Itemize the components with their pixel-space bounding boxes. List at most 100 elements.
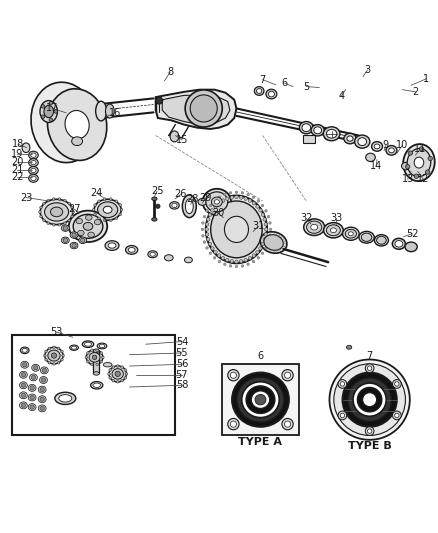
Text: 10: 10 [396, 140, 409, 150]
Ellipse shape [86, 350, 103, 365]
Ellipse shape [246, 386, 275, 414]
Ellipse shape [48, 350, 60, 361]
Circle shape [96, 363, 99, 366]
Circle shape [100, 360, 102, 363]
Ellipse shape [264, 235, 283, 251]
Circle shape [72, 211, 74, 213]
Text: 14: 14 [370, 161, 382, 171]
Circle shape [235, 260, 238, 263]
Circle shape [209, 252, 212, 255]
Circle shape [285, 421, 290, 427]
Circle shape [112, 366, 115, 368]
Ellipse shape [389, 148, 394, 153]
Ellipse shape [358, 138, 367, 146]
Circle shape [40, 397, 44, 401]
Ellipse shape [374, 144, 380, 149]
Ellipse shape [304, 219, 325, 236]
Ellipse shape [28, 166, 38, 174]
Circle shape [230, 372, 237, 378]
Ellipse shape [72, 137, 82, 146]
Circle shape [228, 369, 239, 381]
Circle shape [267, 215, 270, 218]
Ellipse shape [374, 235, 389, 246]
Circle shape [71, 215, 74, 217]
Ellipse shape [407, 148, 431, 177]
Text: 6: 6 [282, 78, 288, 88]
Ellipse shape [361, 233, 372, 241]
Text: TYPE B: TYPE B [348, 440, 392, 450]
Ellipse shape [40, 101, 57, 123]
Circle shape [109, 376, 111, 379]
Text: 7: 7 [260, 75, 266, 85]
Circle shape [213, 200, 216, 202]
Text: 54: 54 [176, 337, 188, 346]
Circle shape [98, 217, 100, 220]
Ellipse shape [69, 211, 107, 242]
Ellipse shape [185, 199, 193, 214]
Circle shape [235, 191, 238, 193]
Ellipse shape [38, 405, 46, 412]
Circle shape [348, 378, 392, 422]
Ellipse shape [349, 232, 353, 236]
Circle shape [100, 352, 102, 354]
Ellipse shape [45, 203, 69, 221]
Circle shape [256, 251, 259, 254]
Text: 56: 56 [176, 359, 188, 369]
Circle shape [109, 369, 111, 372]
Ellipse shape [94, 199, 121, 220]
Ellipse shape [31, 160, 36, 165]
Ellipse shape [71, 346, 77, 349]
Ellipse shape [88, 232, 94, 237]
Text: 13: 13 [402, 174, 414, 184]
Ellipse shape [19, 382, 27, 389]
Ellipse shape [45, 348, 63, 364]
Circle shape [265, 209, 267, 212]
Text: 9: 9 [383, 140, 389, 150]
Circle shape [47, 222, 49, 224]
Circle shape [72, 233, 76, 237]
Circle shape [214, 205, 217, 208]
Ellipse shape [164, 255, 173, 261]
Circle shape [367, 366, 372, 370]
Circle shape [343, 373, 397, 427]
Text: 6: 6 [258, 351, 264, 361]
Ellipse shape [39, 376, 47, 384]
Text: 29: 29 [200, 192, 212, 203]
Ellipse shape [148, 251, 157, 258]
Ellipse shape [50, 207, 63, 217]
Circle shape [115, 372, 120, 376]
Ellipse shape [61, 237, 69, 244]
Text: 52: 52 [406, 229, 418, 239]
Circle shape [22, 362, 27, 367]
Ellipse shape [326, 225, 340, 236]
Circle shape [414, 174, 419, 179]
Circle shape [124, 376, 127, 379]
Circle shape [68, 219, 71, 222]
Ellipse shape [70, 243, 78, 249]
Ellipse shape [302, 124, 311, 132]
Circle shape [218, 196, 221, 199]
Text: 22: 22 [11, 173, 24, 182]
Ellipse shape [311, 224, 318, 230]
Ellipse shape [55, 392, 76, 405]
Circle shape [217, 254, 221, 257]
Text: 15: 15 [176, 135, 188, 145]
Circle shape [41, 104, 45, 108]
Ellipse shape [83, 222, 93, 230]
Circle shape [235, 265, 238, 268]
Circle shape [206, 217, 210, 221]
Circle shape [119, 204, 122, 206]
Circle shape [363, 393, 377, 407]
Ellipse shape [95, 101, 106, 121]
Ellipse shape [85, 342, 92, 346]
Circle shape [241, 191, 244, 194]
Circle shape [282, 369, 293, 381]
Circle shape [60, 358, 63, 361]
Circle shape [103, 219, 106, 222]
Ellipse shape [405, 242, 417, 252]
Text: 26: 26 [174, 189, 187, 199]
Circle shape [256, 205, 259, 208]
Circle shape [269, 228, 272, 231]
Ellipse shape [152, 217, 157, 221]
Circle shape [94, 213, 96, 216]
